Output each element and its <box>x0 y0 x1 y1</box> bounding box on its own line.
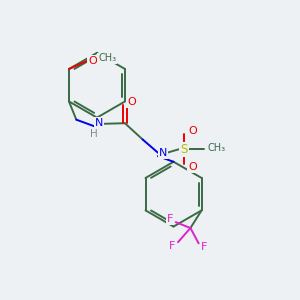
Text: F: F <box>167 214 173 224</box>
Text: F: F <box>201 242 208 252</box>
Text: O: O <box>188 126 197 136</box>
Text: O: O <box>127 97 136 107</box>
Text: N: N <box>95 118 103 128</box>
Text: O: O <box>188 162 197 172</box>
Text: CH₃: CH₃ <box>207 142 226 153</box>
Text: N: N <box>159 148 167 158</box>
Text: O: O <box>88 56 97 66</box>
Text: F: F <box>169 241 175 251</box>
Text: S: S <box>180 142 188 156</box>
Text: CH₃: CH₃ <box>98 53 116 63</box>
Text: H: H <box>90 129 98 140</box>
